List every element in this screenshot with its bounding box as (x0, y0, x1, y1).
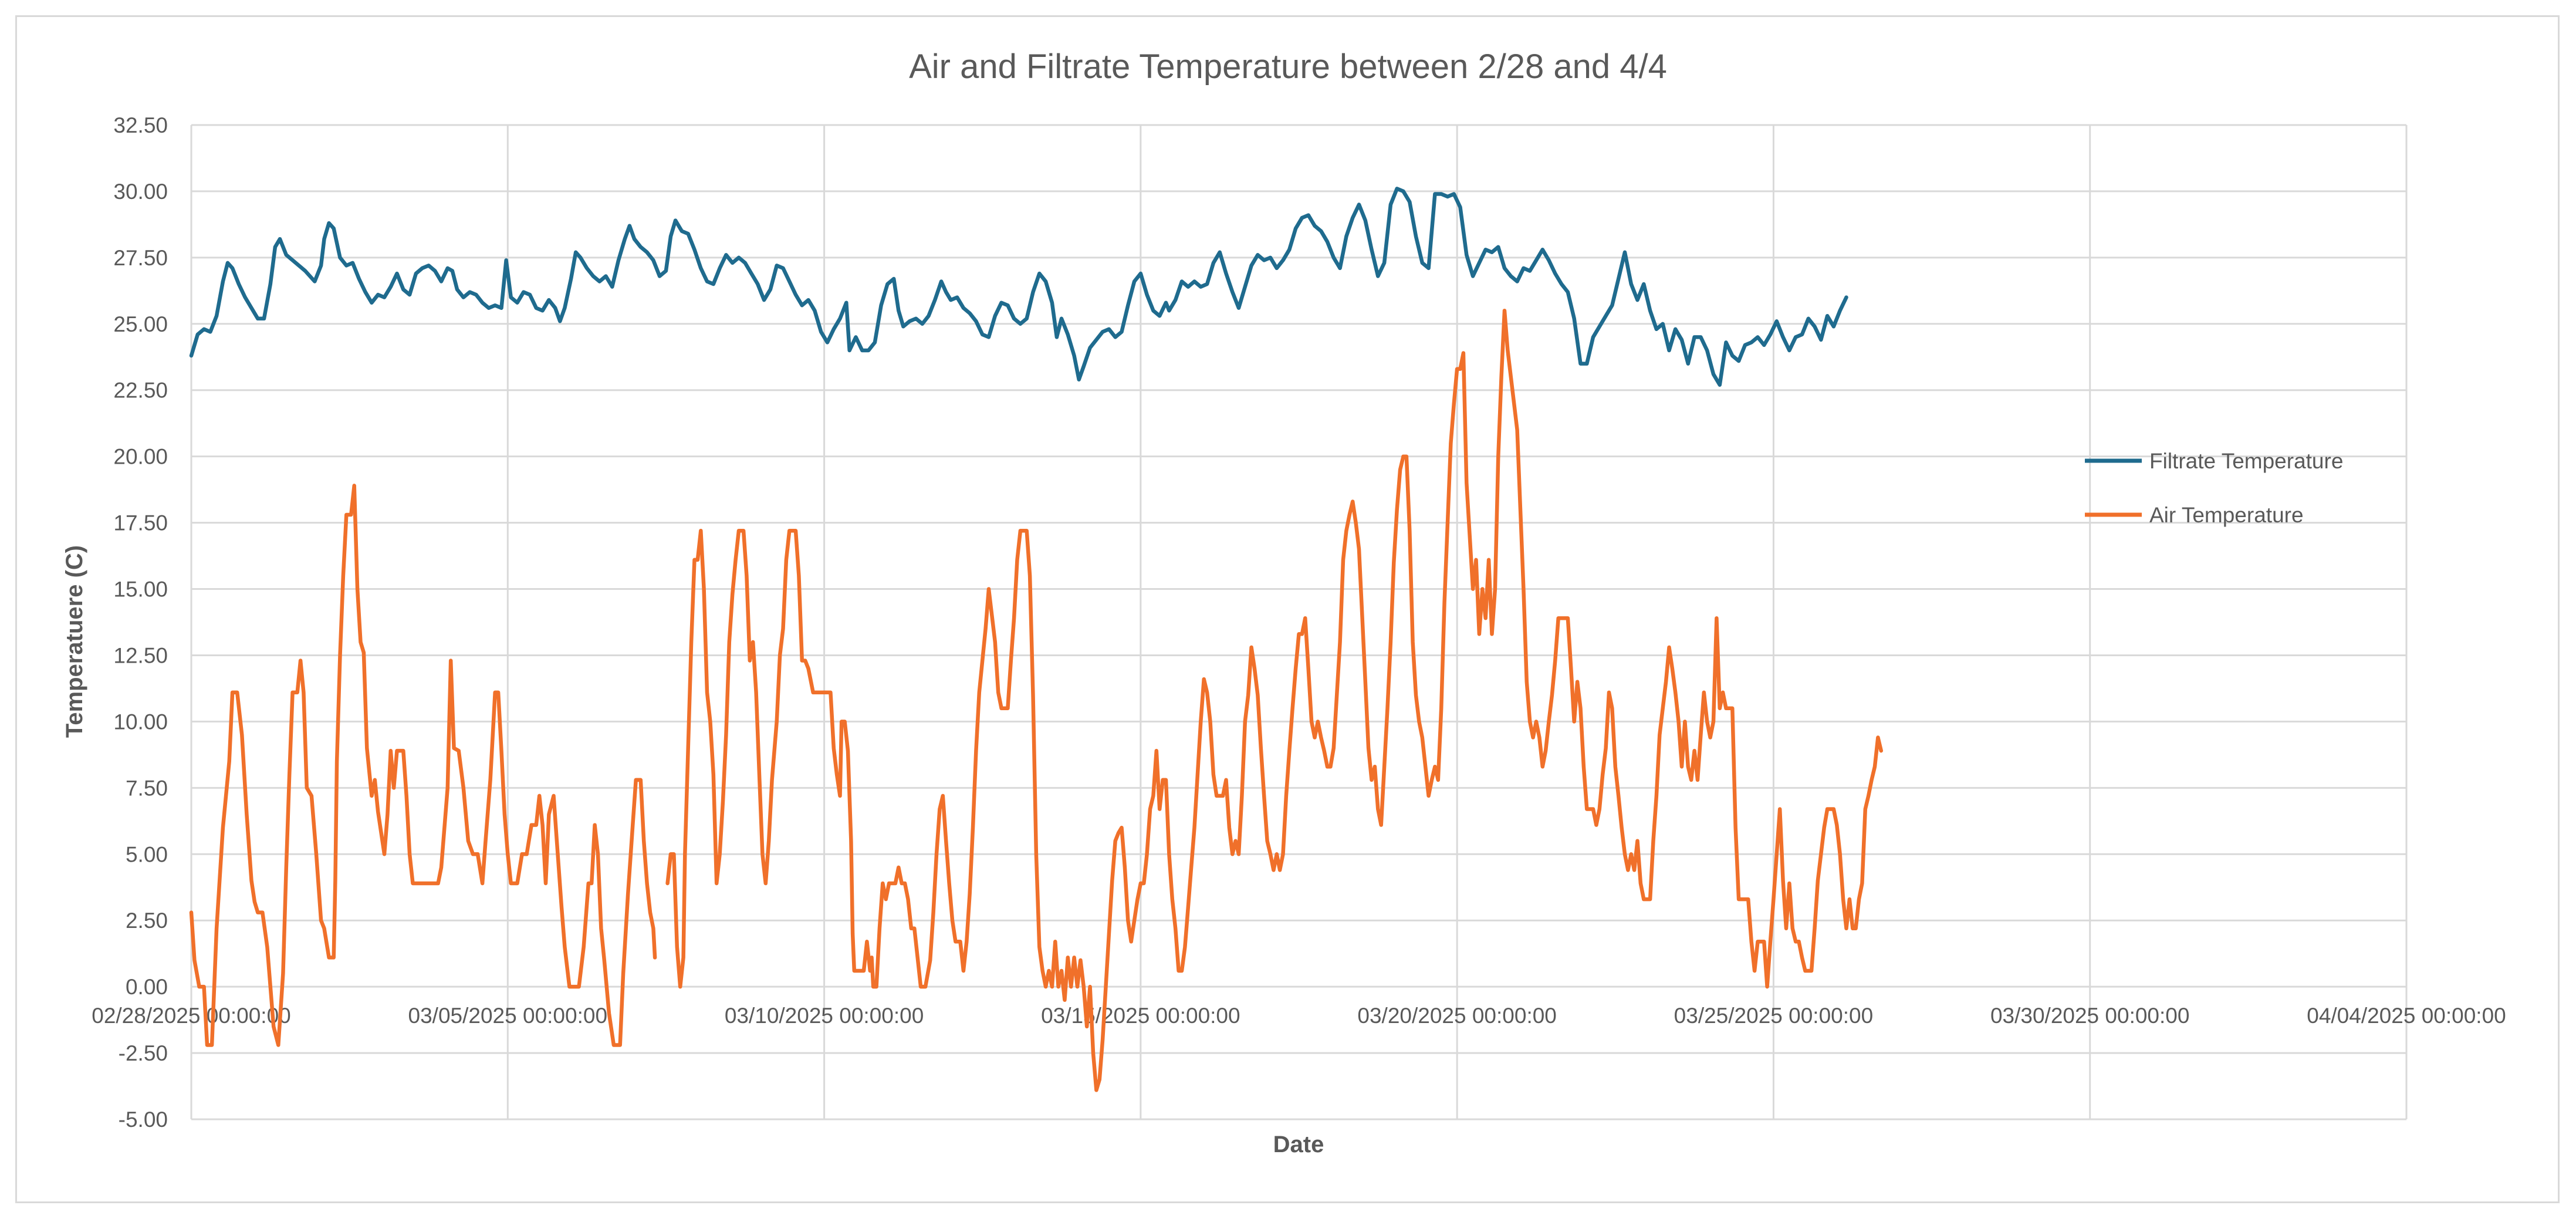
y-tick-label: 12.50 (113, 643, 168, 667)
y-tick-label: 30.00 (113, 180, 168, 204)
legend[interactable]: Filtrate Temperature Air Temperature (2085, 449, 2343, 527)
x-axis-ticks: 02/28/2025 00:00:00 03/05/2025 00:00:00 03… (92, 1004, 2506, 1028)
y-tick-label: 7.50 (126, 776, 168, 800)
y-tick-label: 22.50 (113, 379, 168, 403)
x-tick-label: 03/10/2025 00:00:00 (725, 1004, 924, 1028)
x-tick-label: 03/05/2025 00:00:00 (408, 1004, 608, 1028)
y-tick-label: -2.50 (119, 1041, 168, 1065)
y-axis-ticks: 32.50 30.00 27.50 25.00 22.50 20.00 17.50 15.00… (113, 113, 168, 1132)
filtrate-temperature-line (189, 187, 1848, 387)
x-tick-label: 03/30/2025 00:00:00 (1990, 1004, 2190, 1028)
y-axis-title: Temperatuere (C) (62, 545, 87, 738)
air-temperature-line-segment-2 (665, 308, 1884, 1092)
x-axis-title: Date (1273, 1132, 1324, 1157)
x-tick-label: 04/04/2025 00:00:00 (2307, 1004, 2506, 1028)
y-tick-label: 17.50 (113, 511, 168, 535)
y-tick-label: 20.00 (113, 445, 168, 469)
y-tick-label: 10.00 (113, 710, 168, 734)
x-tick-label: 02/28/2025 00:00:00 (92, 1004, 291, 1028)
y-tick-label: 5.00 (126, 842, 168, 866)
y-tick-label: -5.00 (119, 1108, 168, 1132)
y-tick-label: 2.50 (126, 909, 168, 933)
legend-label[interactable]: Air Temperature (2149, 503, 2304, 527)
chart-title: Air and Filtrate Temperature between 2/2… (909, 48, 1667, 86)
air-temperature-line (189, 484, 657, 1047)
y-tick-label: 0.00 (126, 975, 168, 999)
series-lines (189, 187, 1884, 1092)
x-tick-label: 03/15/2025 00:00:00 (1041, 1004, 1240, 1028)
legend-label[interactable]: Filtrate Temperature (2149, 449, 2343, 473)
y-tick-label: 25.00 (113, 312, 168, 336)
y-tick-label: 27.50 (113, 246, 168, 270)
y-tick-label: 32.50 (113, 113, 168, 137)
x-tick-label: 03/25/2025 00:00:00 (1674, 1004, 1874, 1028)
chart-frame (15, 15, 2560, 1203)
x-tick-label: 03/20/2025 00:00:00 (1357, 1004, 1557, 1028)
y-tick-label: 15.00 (113, 578, 168, 602)
gridlines (190, 124, 2408, 1120)
